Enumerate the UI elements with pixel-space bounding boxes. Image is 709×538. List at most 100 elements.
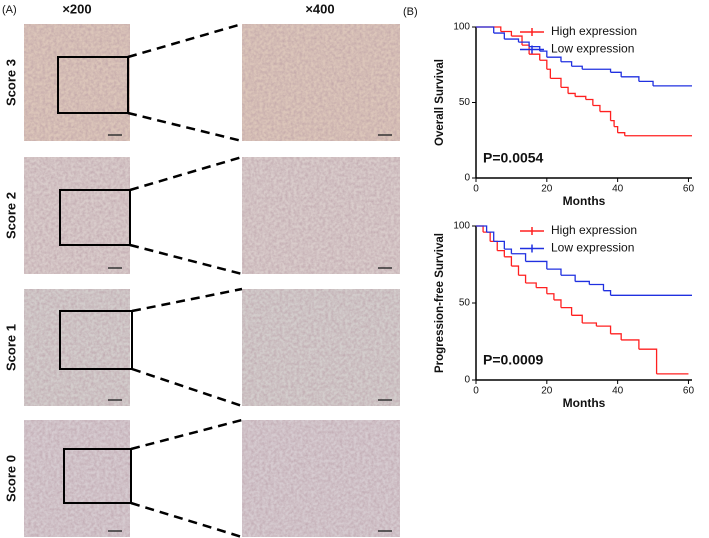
x-tick-label: 60 — [683, 184, 695, 195]
zoom-line — [129, 155, 243, 192]
x-tick-label: 40 — [612, 184, 624, 195]
survival-step — [610, 333, 622, 340]
survival-step — [518, 274, 527, 283]
survival-step — [617, 132, 626, 136]
survival-step — [546, 293, 555, 300]
survival-step — [493, 32, 505, 40]
survival-step — [493, 240, 505, 250]
legend-label: Low expression — [551, 42, 634, 56]
score-label: Score 0 — [3, 455, 18, 502]
survival-step — [539, 50, 548, 58]
survival-step — [571, 65, 583, 70]
x-tick-label: 20 — [541, 184, 553, 195]
legend-label: High expression — [551, 223, 637, 237]
score-label: Score 2 — [3, 192, 18, 239]
micrograph-texture — [24, 24, 130, 141]
survival-step — [560, 61, 573, 67]
survival-step — [504, 256, 513, 267]
survival-step — [592, 104, 601, 112]
zoom-box — [57, 56, 129, 114]
survival-step — [536, 286, 548, 294]
survival-step — [490, 240, 498, 251]
zoom-line — [131, 287, 243, 313]
survival-step — [476, 26, 495, 34]
x-tick-label: 40 — [612, 386, 624, 397]
x-axis-label: Months — [563, 396, 606, 410]
micrograph-texture — [24, 157, 130, 274]
micrograph-texture — [242, 289, 400, 406]
score-label: Score 1 — [3, 324, 18, 371]
survival-step — [571, 314, 583, 324]
survival-step — [575, 280, 590, 285]
panel-label: (A) — [2, 4, 17, 16]
survival-step — [603, 290, 612, 296]
survival-step — [575, 95, 587, 100]
zoom-box — [63, 448, 132, 504]
y-tick-label: 100 — [453, 221, 470, 232]
magnification: ×200 — [62, 1, 91, 16]
zoom-line — [127, 22, 243, 59]
micrograph-texture — [24, 420, 130, 537]
magnification: ×400 — [305, 1, 334, 16]
zoom-line — [130, 501, 243, 538]
p-value: P=0.0009 — [483, 352, 544, 368]
survival-step — [511, 265, 520, 276]
x-tick-label: 20 — [541, 386, 553, 397]
legend-label: High expression — [551, 24, 637, 38]
micrograph-texture — [24, 289, 130, 406]
survival-step — [596, 325, 612, 334]
survival-step — [610, 71, 622, 77]
survival-step — [589, 283, 605, 291]
survival-step — [525, 260, 548, 270]
micrograph-texture — [242, 157, 400, 274]
y-axis-label: Progression-free Survival — [434, 233, 446, 373]
survival-step — [550, 77, 562, 88]
y-axis-label: Overall Survival — [434, 59, 446, 146]
survival-step — [476, 225, 488, 233]
survival-step — [553, 299, 562, 308]
y-tick-label: 0 — [464, 375, 470, 386]
survival-step — [546, 68, 552, 79]
survival-step — [582, 68, 612, 73]
x-tick-label: 0 — [473, 386, 479, 397]
survival-step — [621, 76, 640, 82]
survival-step — [546, 268, 562, 276]
panel-label: (B) — [403, 6, 418, 18]
y-tick-label: 100 — [453, 22, 470, 33]
y-tick-label: 50 — [459, 97, 471, 108]
survival-step — [500, 30, 513, 37]
survival-step — [546, 56, 562, 62]
survival-step — [476, 26, 502, 32]
x-tick-label: 60 — [683, 386, 695, 397]
survival-step — [610, 119, 615, 127]
survival-step — [560, 86, 569, 94]
survival-step — [504, 38, 520, 43]
survival-step — [518, 41, 530, 47]
zoom-line — [127, 111, 243, 143]
survival-step — [511, 35, 523, 46]
survival-step — [560, 306, 573, 316]
legend-label: Low expression — [551, 241, 634, 255]
zoom-line — [131, 367, 243, 408]
zoom-box — [59, 310, 133, 370]
survival-step — [599, 110, 612, 121]
p-value: P=0.0054 — [483, 150, 544, 166]
survival-step — [614, 126, 619, 133]
micrograph-texture — [242, 24, 400, 141]
survival-step — [638, 348, 658, 374]
zoom-line — [130, 418, 243, 451]
survival-step — [483, 231, 491, 242]
survival-step — [511, 253, 527, 262]
survival-step — [529, 53, 541, 61]
survival-step — [497, 249, 505, 257]
zoom-line — [129, 243, 243, 276]
zoom-box — [59, 189, 131, 246]
x-tick-label: 0 — [473, 184, 479, 195]
y-tick-label: 50 — [459, 298, 471, 309]
y-tick-label: 0 — [464, 173, 470, 184]
survival-step — [582, 322, 598, 327]
score-label: Score 3 — [3, 59, 18, 106]
survival-step — [539, 59, 548, 70]
